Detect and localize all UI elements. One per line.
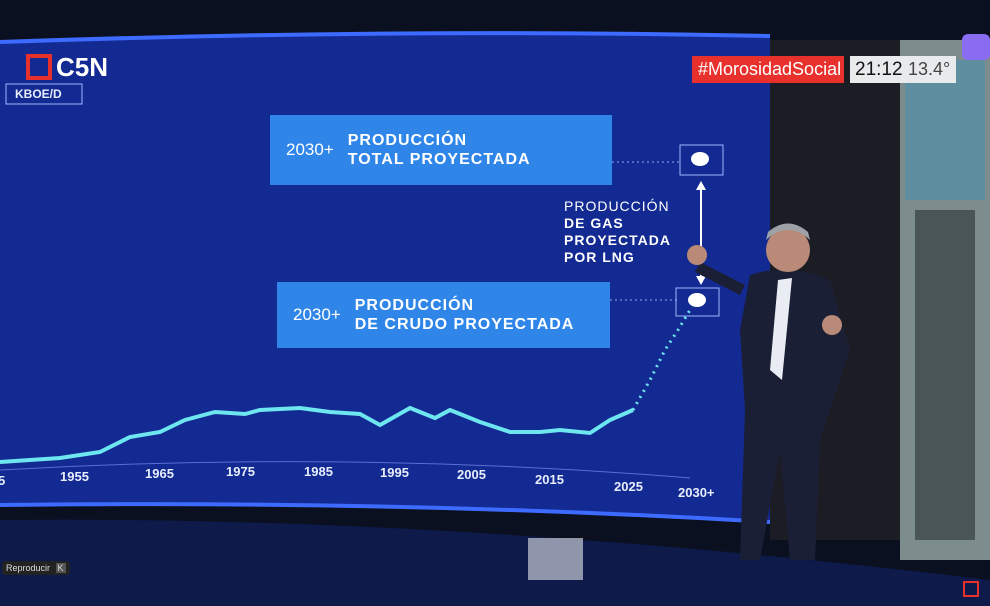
box-line: PRODUCCIÓN bbox=[354, 297, 475, 314]
note-line: POR LNG bbox=[564, 249, 635, 265]
x-label: 1955 bbox=[60, 469, 89, 484]
unit-label: KBOE/D bbox=[15, 87, 62, 101]
x-label: 2005 bbox=[457, 467, 486, 482]
x-label: 2025 bbox=[614, 479, 643, 494]
total-box: 2030+ PRODUCCIÓN TOTAL PROYECTADA bbox=[270, 115, 612, 185]
box-line: TOTAL PROYECTADA bbox=[347, 151, 531, 168]
crude-box: 2030+ PRODUCCIÓN DE CRUDO PROYECTADA bbox=[277, 282, 610, 348]
x-label: 1995 bbox=[380, 465, 409, 480]
box-year: 2030+ bbox=[293, 305, 341, 324]
note-line: PROYECTADA bbox=[564, 232, 671, 248]
x-label: 5 bbox=[0, 473, 6, 488]
note-line: PRODUCCIÓN bbox=[564, 198, 670, 214]
play-label[interactable]: Reproducir bbox=[6, 563, 51, 573]
x-label: 2030+ bbox=[678, 485, 715, 500]
temperature: 13.4° bbox=[908, 59, 951, 79]
box-line: PRODUCCIÓN bbox=[347, 132, 468, 149]
note-line: DE GAS bbox=[564, 215, 624, 231]
player-control[interactable]: Reproducir K bbox=[2, 561, 70, 575]
box-year: 2030+ bbox=[286, 140, 334, 159]
x-label: 1985 bbox=[304, 464, 333, 479]
clock: 21:12 bbox=[855, 59, 903, 80]
gas-note: PRODUCCIÓN DE GAS PROYECTADA POR LNG bbox=[564, 198, 671, 266]
channel-logo: C5N bbox=[56, 52, 109, 82]
x-label: 2015 bbox=[535, 472, 564, 487]
hashtag: #MorosidadSocial bbox=[698, 59, 842, 79]
x-label: 1975 bbox=[226, 464, 255, 479]
shortcut-key: K bbox=[55, 563, 66, 573]
x-label: 1965 bbox=[145, 466, 174, 481]
box-line: DE CRUDO PROYECTADA bbox=[354, 316, 575, 333]
